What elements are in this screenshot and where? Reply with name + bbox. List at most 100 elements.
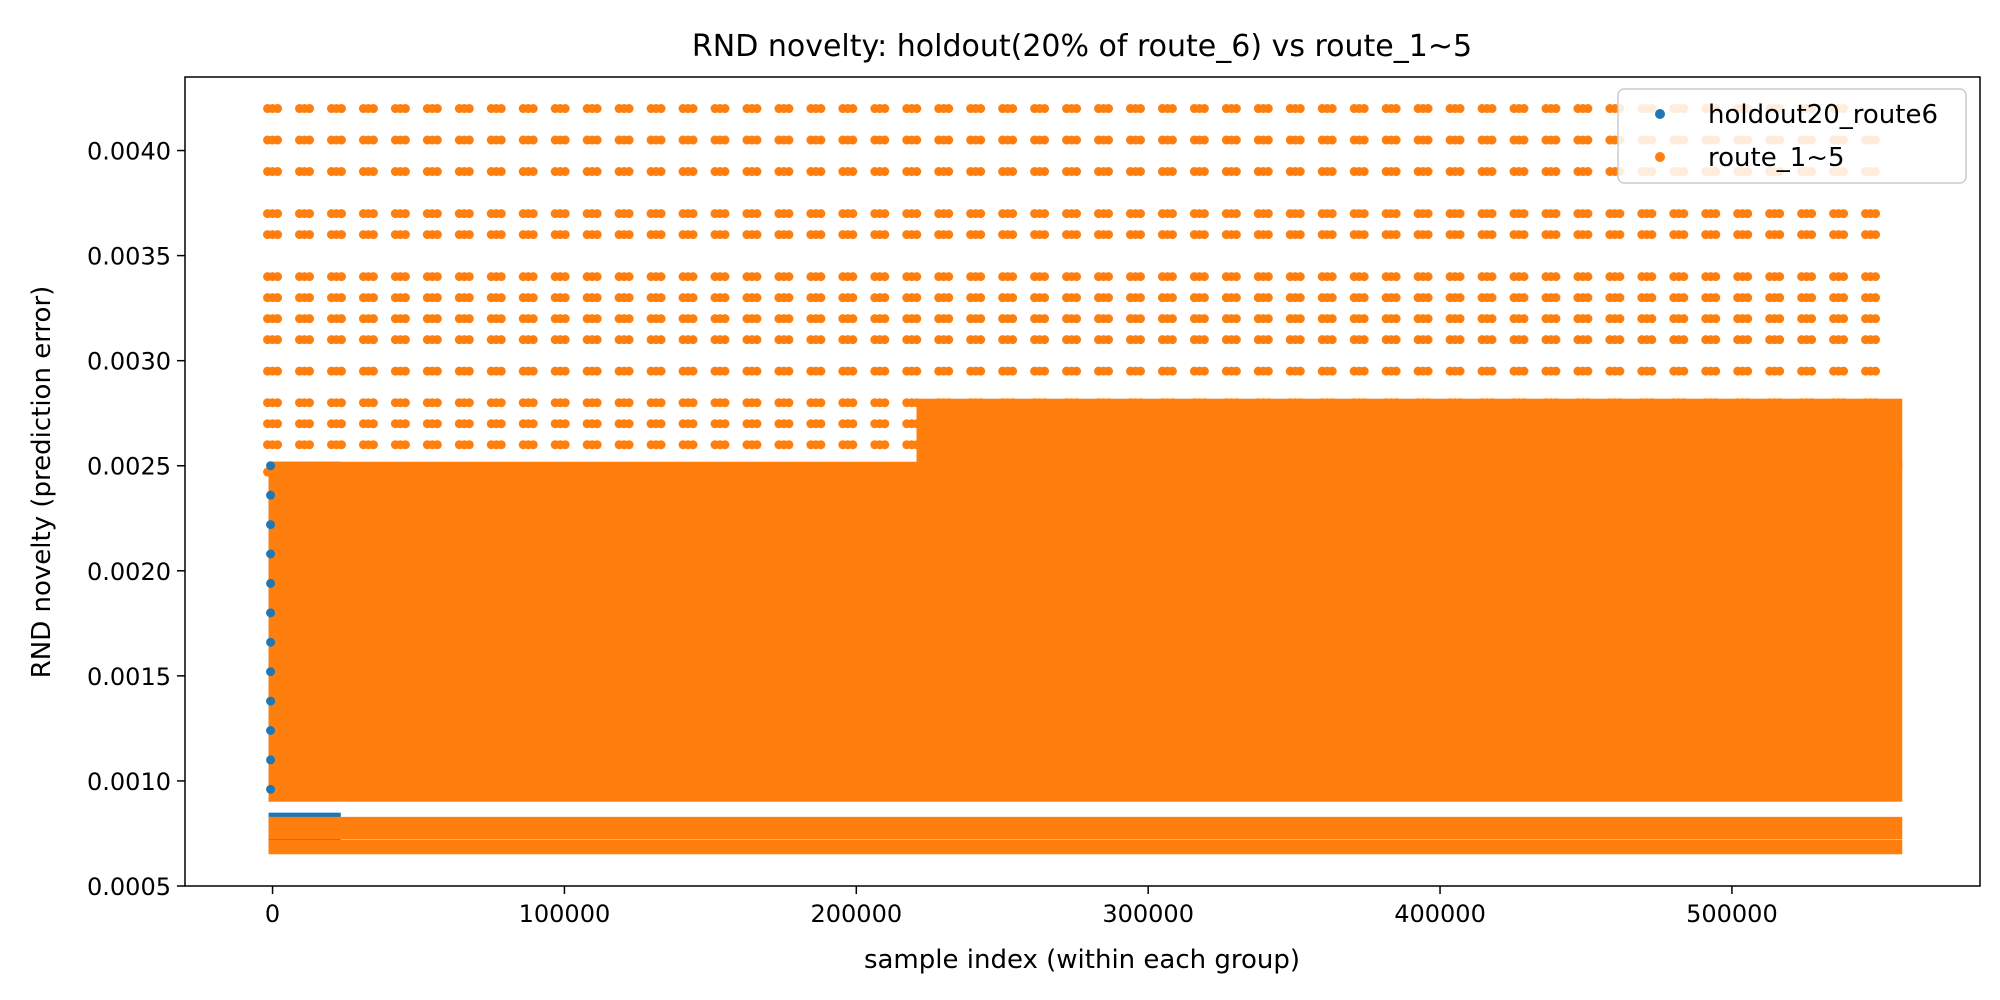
route-point bbox=[1008, 293, 1018, 303]
route-point bbox=[1231, 366, 1241, 376]
route-point bbox=[1359, 440, 1369, 450]
route-point bbox=[1135, 314, 1145, 324]
route-point bbox=[1583, 314, 1593, 324]
route-point bbox=[528, 104, 538, 114]
route-point bbox=[1327, 167, 1337, 177]
route-point bbox=[496, 167, 506, 177]
route-point bbox=[752, 209, 762, 219]
route-point bbox=[496, 398, 506, 408]
x-tick-label: 500000 bbox=[1686, 900, 1778, 928]
route-point bbox=[1040, 467, 1050, 477]
route-point bbox=[305, 272, 315, 282]
route-point bbox=[1359, 467, 1369, 477]
route-point bbox=[1104, 272, 1114, 282]
route-point bbox=[464, 335, 474, 345]
route-point bbox=[1040, 335, 1050, 345]
route-point bbox=[305, 104, 315, 114]
route-point bbox=[1743, 366, 1753, 376]
route-point bbox=[1008, 335, 1018, 345]
route-point bbox=[1679, 314, 1689, 324]
route-point bbox=[1487, 135, 1497, 145]
route-point bbox=[784, 419, 794, 429]
route-point bbox=[1743, 272, 1753, 282]
route-point bbox=[1679, 419, 1689, 429]
route-point bbox=[1167, 167, 1177, 177]
route-point bbox=[1519, 230, 1529, 240]
route-point bbox=[1679, 230, 1689, 240]
route-point bbox=[560, 366, 570, 376]
route-point bbox=[1551, 398, 1561, 408]
route-point bbox=[1551, 440, 1561, 450]
route-point bbox=[368, 419, 378, 429]
holdout-point bbox=[266, 784, 276, 794]
route-point bbox=[656, 209, 666, 219]
route-point bbox=[368, 230, 378, 240]
route-point bbox=[528, 398, 538, 408]
route-point bbox=[688, 467, 698, 477]
route-point bbox=[784, 209, 794, 219]
route-point bbox=[273, 135, 283, 145]
route-point bbox=[784, 167, 794, 177]
route-point bbox=[656, 230, 666, 240]
route-point bbox=[1743, 293, 1753, 303]
route-point bbox=[784, 293, 794, 303]
route-point bbox=[273, 167, 283, 177]
route-point bbox=[1615, 314, 1625, 324]
route-point bbox=[912, 467, 922, 477]
route-point bbox=[1455, 314, 1465, 324]
route-point bbox=[1040, 272, 1050, 282]
route-point bbox=[1743, 440, 1753, 450]
route-point bbox=[1455, 209, 1465, 219]
route-point bbox=[1711, 467, 1721, 477]
route-point bbox=[1711, 366, 1721, 376]
route-point bbox=[1295, 230, 1305, 240]
route-point bbox=[1295, 419, 1305, 429]
route-point bbox=[273, 419, 283, 429]
route-point bbox=[400, 293, 410, 303]
route-point bbox=[1040, 230, 1050, 240]
route-point bbox=[816, 167, 826, 177]
route-point bbox=[1008, 167, 1018, 177]
route-point bbox=[1040, 314, 1050, 324]
route-point bbox=[1647, 293, 1657, 303]
route-point bbox=[1327, 209, 1337, 219]
x-axis-label: sample index (within each group) bbox=[864, 945, 1300, 975]
route-point bbox=[1135, 209, 1145, 219]
route-point bbox=[1583, 272, 1593, 282]
route-point bbox=[624, 167, 634, 177]
route-point bbox=[880, 135, 890, 145]
route-point bbox=[912, 104, 922, 114]
route-point bbox=[336, 272, 346, 282]
route-point bbox=[1263, 335, 1273, 345]
route-point bbox=[848, 272, 858, 282]
route-point bbox=[1199, 335, 1209, 345]
route-point bbox=[336, 467, 346, 477]
route-point bbox=[528, 467, 538, 477]
route-point bbox=[560, 467, 570, 477]
route-point bbox=[752, 272, 762, 282]
route-point bbox=[1839, 335, 1849, 345]
y-tick-label: 0.0005 bbox=[87, 873, 171, 901]
route-point bbox=[1072, 398, 1082, 408]
route-point bbox=[976, 314, 986, 324]
route-point bbox=[368, 135, 378, 145]
route-point bbox=[1487, 314, 1497, 324]
route-point bbox=[1167, 419, 1177, 429]
route-point bbox=[688, 398, 698, 408]
route-point bbox=[1615, 440, 1625, 450]
route-point bbox=[816, 440, 826, 450]
route-point bbox=[592, 104, 602, 114]
route-point bbox=[1135, 398, 1145, 408]
route-point bbox=[400, 366, 410, 376]
route-point bbox=[1199, 167, 1209, 177]
legend: holdout20_route6 route_1~5 bbox=[1617, 88, 1967, 184]
route-point bbox=[1231, 209, 1241, 219]
route-point bbox=[784, 314, 794, 324]
route-point bbox=[592, 272, 602, 282]
route-point bbox=[1295, 167, 1305, 177]
route-point bbox=[1135, 419, 1145, 429]
route-point bbox=[1135, 467, 1145, 477]
route-point bbox=[273, 366, 283, 376]
route-point bbox=[368, 209, 378, 219]
route-point bbox=[496, 209, 506, 219]
